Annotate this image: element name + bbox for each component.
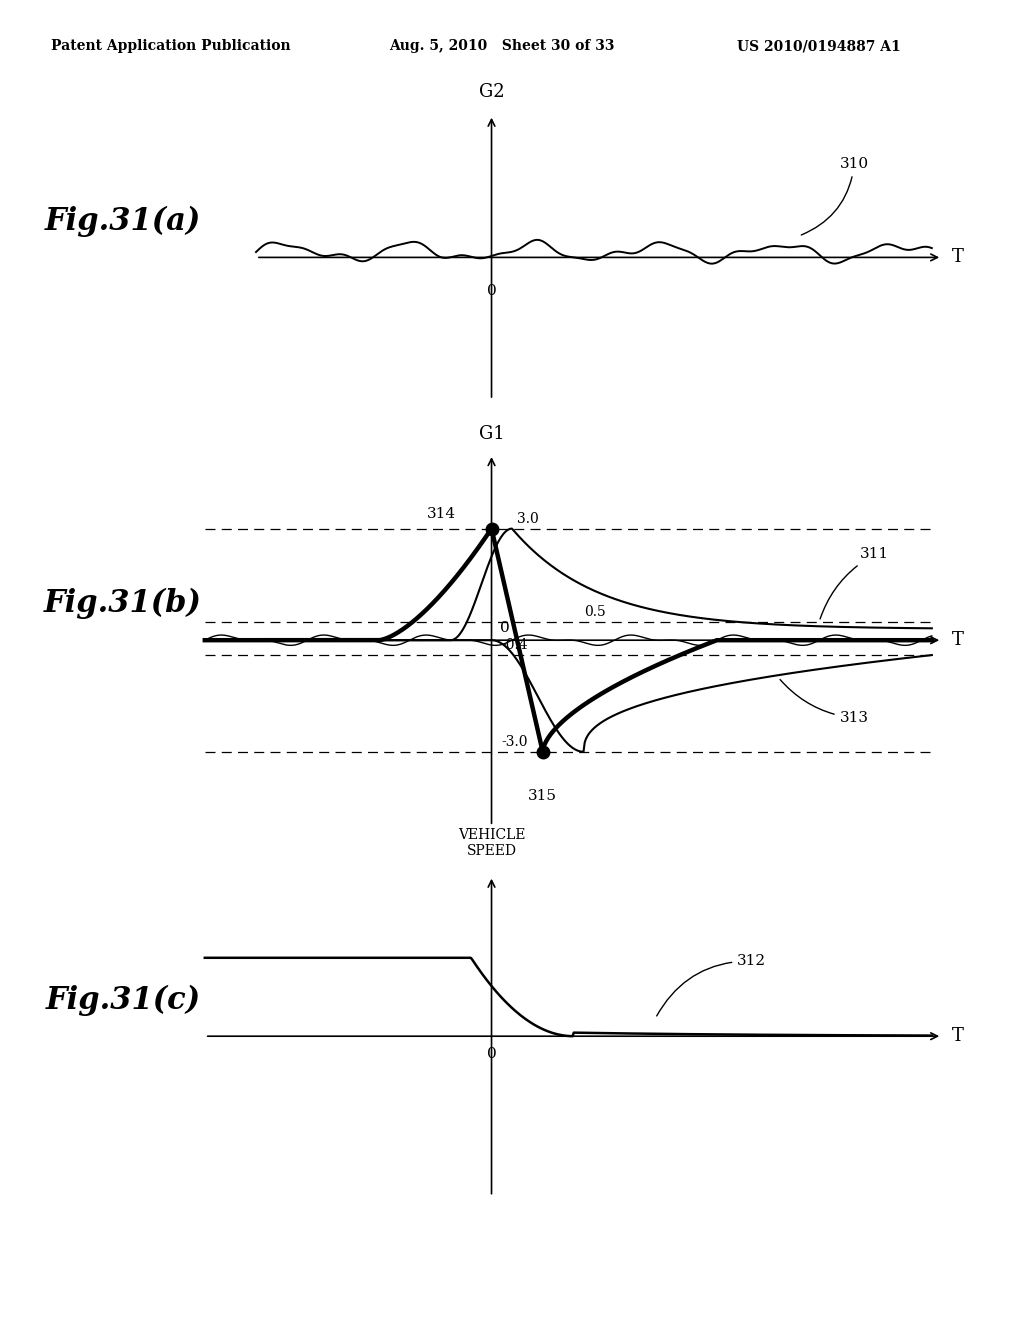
Text: T: T bbox=[952, 1027, 965, 1045]
Text: G1: G1 bbox=[478, 425, 505, 444]
Text: 312: 312 bbox=[656, 954, 766, 1016]
Text: VEHICLE
SPEED: VEHICLE SPEED bbox=[458, 828, 525, 858]
Text: 313: 313 bbox=[780, 680, 868, 725]
Text: 314: 314 bbox=[427, 507, 456, 520]
Text: 315: 315 bbox=[528, 789, 557, 803]
Text: T: T bbox=[952, 631, 965, 649]
Text: Aug. 5, 2010   Sheet 30 of 33: Aug. 5, 2010 Sheet 30 of 33 bbox=[389, 40, 614, 53]
Text: -3.0: -3.0 bbox=[502, 735, 528, 748]
Text: Fig.31(b): Fig.31(b) bbox=[44, 587, 202, 619]
Text: US 2010/0194887 A1: US 2010/0194887 A1 bbox=[737, 40, 901, 53]
Text: 0: 0 bbox=[486, 284, 497, 298]
Text: Fig.31(c): Fig.31(c) bbox=[45, 985, 201, 1016]
Text: 310: 310 bbox=[802, 157, 868, 235]
Text: T: T bbox=[952, 248, 965, 267]
Text: 311: 311 bbox=[820, 548, 889, 619]
Text: Fig.31(a): Fig.31(a) bbox=[45, 206, 201, 238]
Text: 3.0: 3.0 bbox=[517, 512, 539, 525]
Text: Patent Application Publication: Patent Application Publication bbox=[51, 40, 291, 53]
Text: G2: G2 bbox=[478, 83, 505, 100]
Text: 0: 0 bbox=[486, 1047, 497, 1061]
Text: -0.4: -0.4 bbox=[502, 638, 528, 652]
Text: 0: 0 bbox=[500, 620, 510, 635]
Text: 0.5: 0.5 bbox=[584, 605, 605, 619]
